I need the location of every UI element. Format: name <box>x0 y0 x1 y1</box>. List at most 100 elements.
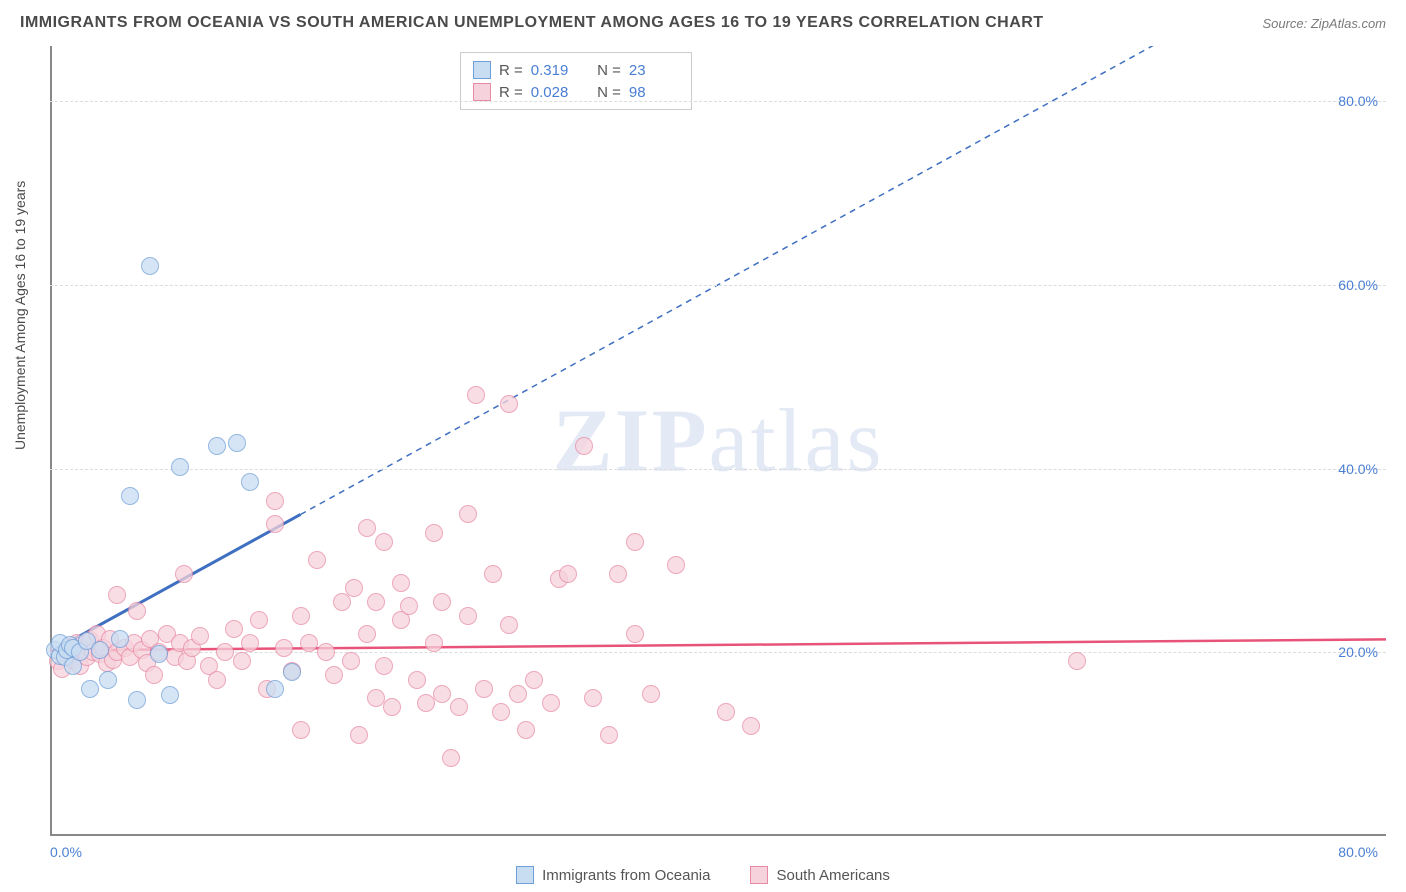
scatter-point <box>575 437 593 455</box>
scatter-point <box>208 671 226 689</box>
bottom-legend: Immigrants from Oceania South Americans <box>0 866 1406 884</box>
y-tick-label: 60.0% <box>1338 277 1378 293</box>
gridline <box>50 101 1386 102</box>
legend-item: South Americans <box>750 866 889 884</box>
scatter-point <box>408 671 426 689</box>
scatter-point <box>492 703 510 721</box>
scatter-point <box>308 551 326 569</box>
scatter-point <box>375 533 393 551</box>
scatter-point <box>266 492 284 510</box>
scatter-point <box>241 473 259 491</box>
scatter-point <box>742 717 760 735</box>
scatter-point <box>233 652 251 670</box>
gridline <box>50 469 1386 470</box>
scatter-point <box>81 680 99 698</box>
legend-swatch <box>516 866 534 884</box>
stats-row: R = 0.028 N = 98 <box>473 81 679 103</box>
stats-row: R = 0.319 N = 23 <box>473 59 679 81</box>
scatter-point <box>1068 652 1086 670</box>
scatter-point <box>600 726 618 744</box>
source-attribution: Source: ZipAtlas.com <box>1262 16 1386 31</box>
scatter-point <box>91 641 109 659</box>
scatter-point <box>400 597 418 615</box>
scatter-point <box>342 652 360 670</box>
gridline <box>50 652 1386 653</box>
scatter-point <box>450 698 468 716</box>
y-tick-label: 80.0% <box>1338 93 1378 109</box>
scatter-point <box>459 607 477 625</box>
scatter-point <box>358 519 376 537</box>
scatter-point <box>626 625 644 643</box>
scatter-point <box>292 721 310 739</box>
scatter-point <box>500 395 518 413</box>
scatter-point <box>300 634 318 652</box>
scatter-point <box>417 694 435 712</box>
scatter-point <box>717 703 735 721</box>
scatter-point <box>266 515 284 533</box>
scatter-point <box>467 386 485 404</box>
scatter-point <box>375 657 393 675</box>
scatter-point <box>111 630 129 648</box>
r-value: 0.319 <box>531 62 581 79</box>
scatter-point <box>383 698 401 716</box>
x-axis <box>50 834 1386 836</box>
scatter-point <box>559 565 577 583</box>
scatter-point <box>509 685 527 703</box>
scatter-point <box>358 625 376 643</box>
scatter-point <box>150 645 168 663</box>
scatter-point <box>500 616 518 634</box>
scatter-point <box>175 565 193 583</box>
n-label: N = <box>589 84 621 101</box>
plot-surface: ZIPatlas R = 0.319 N = 23R = 0.028 N = 9… <box>50 46 1386 836</box>
scatter-point <box>250 611 268 629</box>
watermark: ZIPatlas <box>553 390 884 493</box>
scatter-point <box>367 689 385 707</box>
n-label: N = <box>589 62 621 79</box>
r-label: R = <box>499 62 523 79</box>
scatter-point <box>161 686 179 704</box>
scatter-point <box>442 749 460 767</box>
scatter-point <box>525 671 543 689</box>
scatter-point <box>145 666 163 684</box>
scatter-point <box>425 524 443 542</box>
scatter-point <box>425 634 443 652</box>
scatter-point <box>517 721 535 739</box>
scatter-point <box>216 643 234 661</box>
scatter-point <box>121 487 139 505</box>
scatter-point <box>667 556 685 574</box>
r-label: R = <box>499 84 523 101</box>
scatter-point <box>99 671 117 689</box>
scatter-point <box>609 565 627 583</box>
scatter-point <box>626 533 644 551</box>
legend-item: Immigrants from Oceania <box>516 866 710 884</box>
n-value: 98 <box>629 84 679 101</box>
scatter-point <box>275 639 293 657</box>
scatter-point <box>225 620 243 638</box>
y-tick-label: 40.0% <box>1338 461 1378 477</box>
n-value: 23 <box>629 62 679 79</box>
scatter-point <box>108 586 126 604</box>
scatter-point <box>484 565 502 583</box>
scatter-point <box>433 685 451 703</box>
scatter-point <box>325 666 343 684</box>
scatter-point <box>542 694 560 712</box>
trend-lines <box>50 46 1386 836</box>
legend-label: Immigrants from Oceania <box>542 867 710 884</box>
y-axis <box>50 46 52 836</box>
series-swatch <box>473 83 491 101</box>
scatter-point <box>171 458 189 476</box>
scatter-point <box>392 574 410 592</box>
y-tick-label: 20.0% <box>1338 644 1378 660</box>
scatter-point <box>475 680 493 698</box>
legend-label: South Americans <box>776 867 889 884</box>
series-swatch <box>473 61 491 79</box>
scatter-point <box>350 726 368 744</box>
scatter-point <box>208 437 226 455</box>
trend-line <box>301 46 1186 514</box>
r-value: 0.028 <box>531 84 581 101</box>
x-tick-max: 80.0% <box>1338 844 1378 860</box>
gridline <box>50 285 1386 286</box>
chart-title: IMMIGRANTS FROM OCEANIA VS SOUTH AMERICA… <box>20 14 1044 32</box>
scatter-point <box>433 593 451 611</box>
scatter-point <box>584 689 602 707</box>
